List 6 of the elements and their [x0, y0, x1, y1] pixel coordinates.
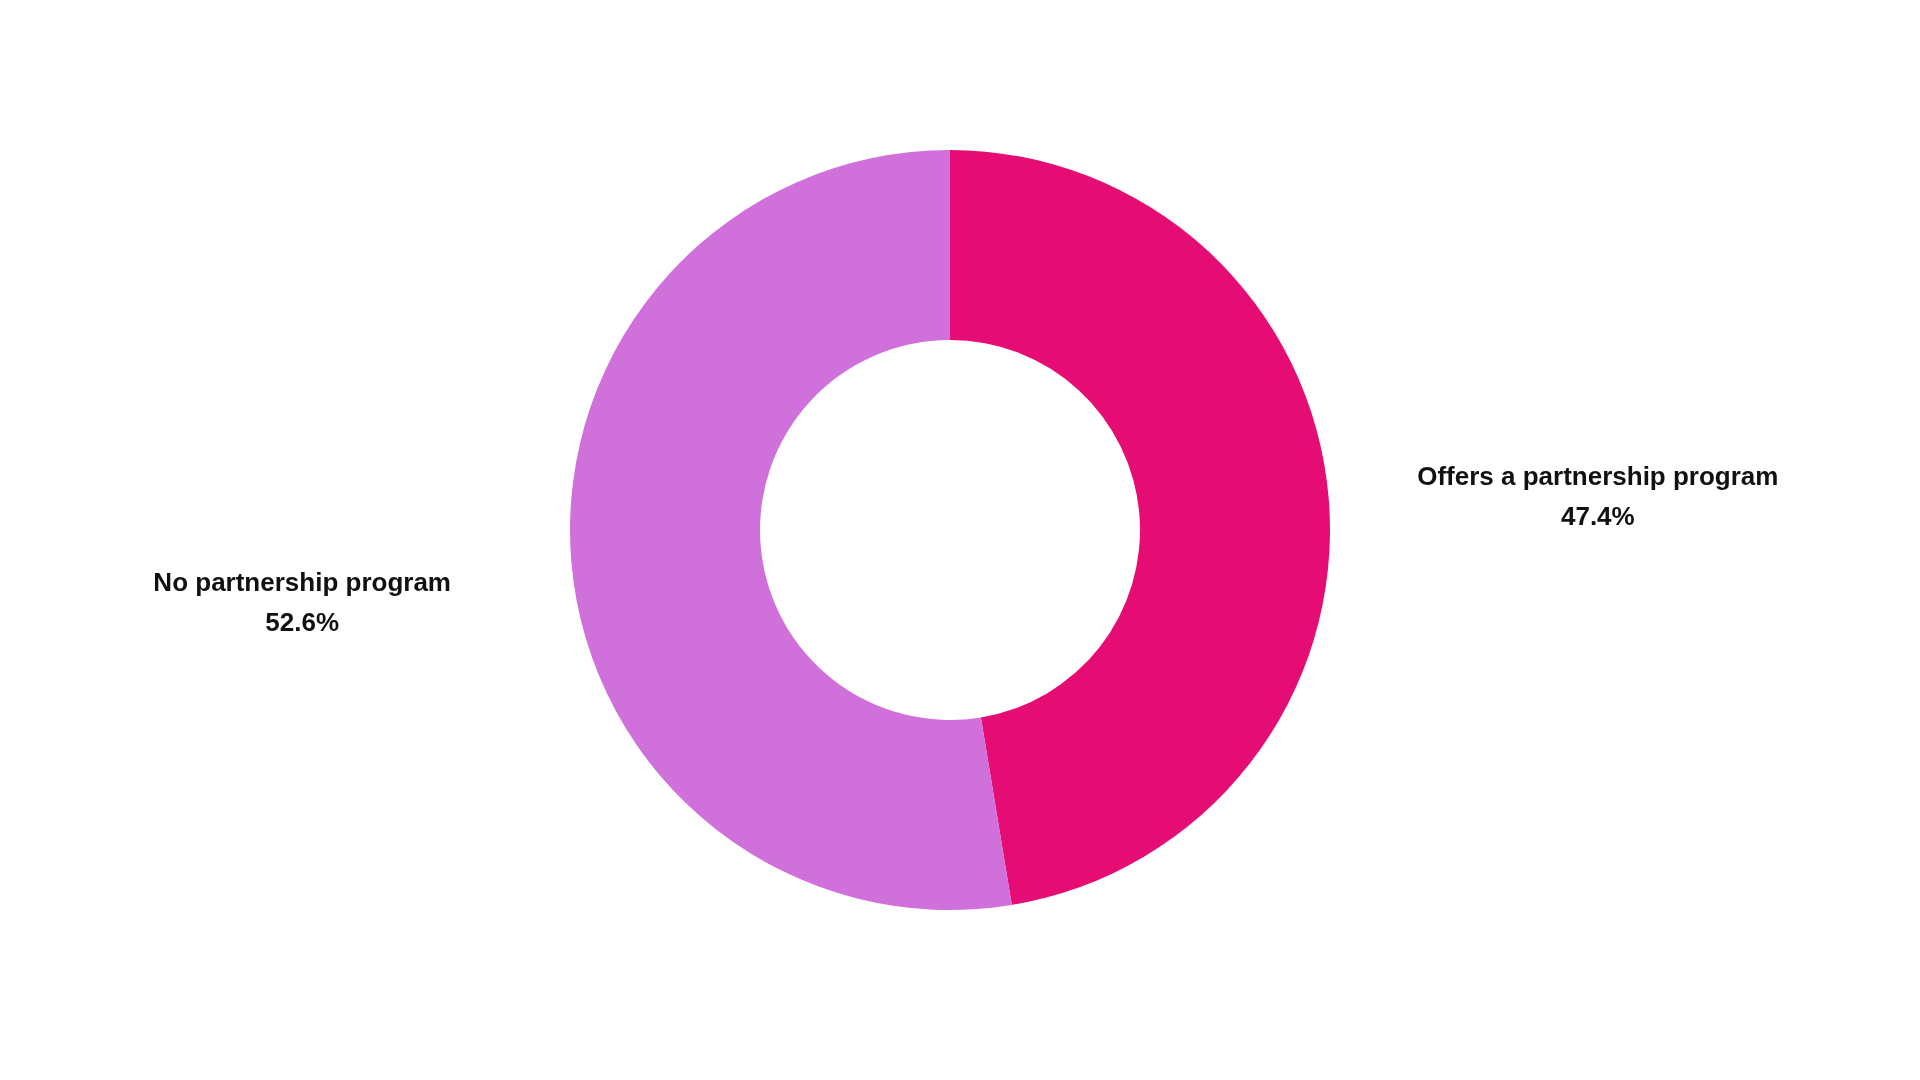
data-label: 47.4% [1560, 500, 1635, 531]
donut-slice [570, 150, 1012, 910]
slice-label: Offers a partnership program [1417, 460, 1779, 491]
data-label: 52.6% [265, 607, 340, 638]
slice-label: No partnership program [153, 567, 451, 598]
donut-slice [950, 150, 1330, 905]
